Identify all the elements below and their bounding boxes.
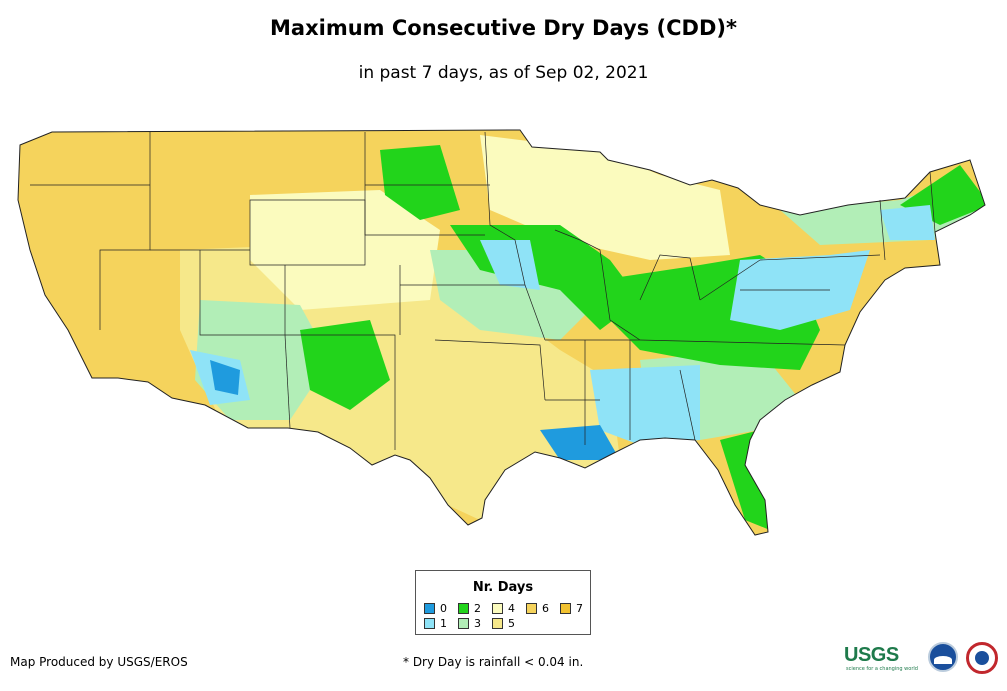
nws-logo-icon	[966, 642, 998, 674]
dry-days-fill	[18, 130, 985, 535]
legend-item-2: 2	[458, 602, 481, 615]
agency-logos: USGS science for a changing world	[840, 638, 1000, 678]
legend-item-3: 3	[458, 617, 481, 630]
region-new-mexico-2days	[300, 320, 390, 410]
state-borders	[30, 131, 936, 450]
map-subtitle: in past 7 days, as of Sep 02, 2021	[358, 63, 649, 83]
legend-label-6: 6	[542, 602, 549, 615]
map-title: Maximum Consecutive Dry Days (CDD)*	[270, 16, 737, 40]
legend-swatch-5	[492, 618, 503, 629]
noaa-logo-icon	[928, 642, 958, 672]
legend-swatch-4	[492, 603, 503, 614]
legend-item-7: 7	[560, 602, 583, 615]
legend-item-6: 6	[526, 602, 549, 615]
map-legend: Nr. Days 0 1 2 3 4 5 6 7	[415, 570, 591, 635]
legend-swatch-6	[526, 603, 537, 614]
region-nebraska-iowa-1day	[480, 240, 540, 290]
legend-label-5: 5	[508, 617, 515, 630]
region-dakotas-2days	[380, 145, 460, 220]
map-footnote: * Dry Day is rainfall < 0.04 in.	[403, 655, 584, 669]
legend-item-1: 1	[424, 617, 447, 630]
legend-label-0: 0	[440, 602, 447, 615]
us-outline	[17, 129, 986, 536]
legend-label-2: 2	[474, 602, 481, 615]
legend-item-4: 4	[492, 602, 515, 615]
usgs-logo: USGS	[844, 644, 899, 666]
legend-title: Nr. Days	[472, 580, 534, 595]
region-arizona-0days	[210, 360, 240, 395]
region-louisiana-0days	[540, 425, 620, 460]
legend-item-5: 5	[492, 617, 515, 630]
usgs-tagline: science for a changing world	[846, 666, 918, 672]
legend-label-1: 1	[440, 617, 447, 630]
legend-swatch-2	[458, 603, 469, 614]
legend-label-4: 4	[508, 602, 515, 615]
legend-label-3: 3	[474, 617, 481, 630]
region-new-england-1day	[880, 205, 935, 240]
legend-swatch-3	[458, 618, 469, 629]
legend-label-7: 7	[576, 602, 583, 615]
legend-swatch-0	[424, 603, 435, 614]
region-central-plains-4days	[250, 190, 440, 310]
legend-item-0: 0	[424, 602, 447, 615]
map-credit: Map Produced by USGS/EROS	[10, 655, 188, 669]
legend-swatch-7	[560, 603, 571, 614]
legend-swatch-1	[424, 618, 435, 629]
region-mississippi-alabama-1day	[590, 365, 700, 445]
